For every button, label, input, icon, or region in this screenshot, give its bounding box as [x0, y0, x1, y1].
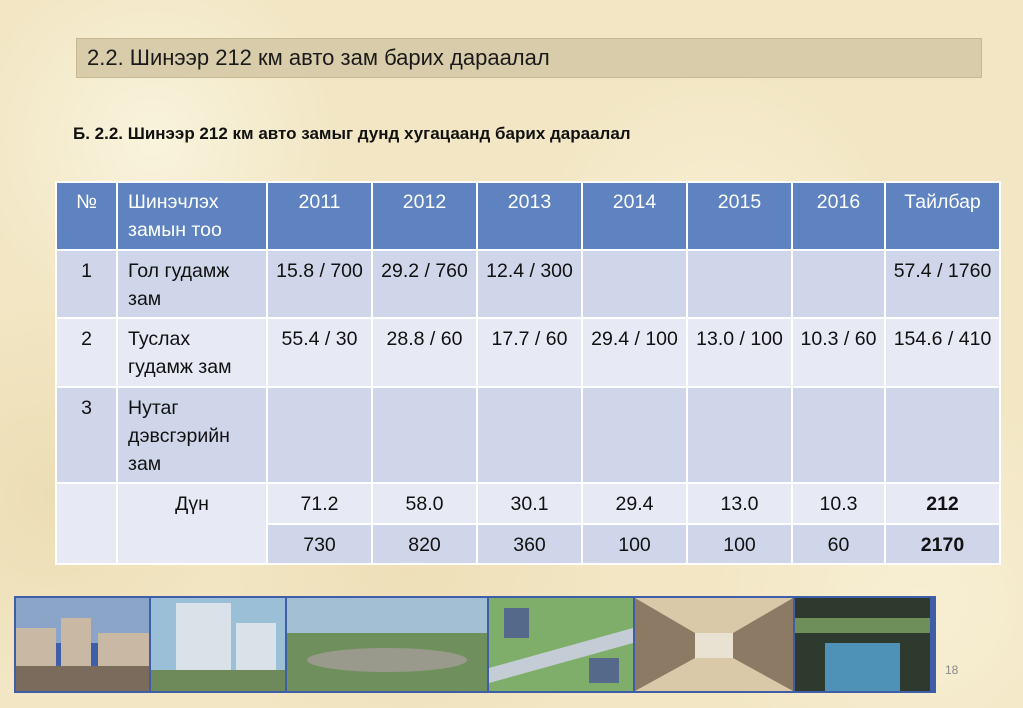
table-cell: [266, 385, 373, 485]
table-cell: 17.7 / 60: [476, 317, 583, 388]
photo-overpass-aerial: [287, 598, 487, 691]
table-cell: 29.4 / 100: [581, 317, 688, 388]
total-count-cell: 100: [581, 522, 688, 565]
table-cell: 15.8 / 700: [266, 248, 373, 320]
total-count-cell: 730: [266, 522, 373, 565]
photo-interchange-render: [489, 598, 633, 691]
photo-underpass-interior: [635, 598, 793, 691]
table-cell: [884, 385, 1001, 485]
table-cell: 10.3 / 60: [791, 317, 886, 388]
header-road-name: Шинэчлэх замын тоо: [116, 181, 268, 251]
total-km-cell: 29.4: [581, 482, 688, 525]
photo-city-street: [16, 598, 149, 691]
table-header-row: № Шинэчлэх замын тоо 2011 2012 2013 2014…: [55, 181, 1001, 251]
total-km-cell: 10.3: [791, 482, 886, 525]
total-count-cell: 820: [371, 522, 478, 565]
total-count-cell: 100: [686, 522, 793, 565]
header-year-2014: 2014: [581, 181, 688, 251]
photo-canal-bridge: [795, 598, 930, 691]
row-road-name: Туслах гудамж зам: [116, 317, 268, 388]
table-row: 2 Туслах гудамж зам 55.4 / 30 28.8 / 60 …: [55, 317, 1001, 388]
grand-total-count: 2170: [884, 522, 1001, 565]
table-cell: 29.2 / 760: [371, 248, 478, 320]
header-number: №: [55, 181, 118, 251]
header-notes: Тайлбар: [884, 181, 1001, 251]
table-cell: [791, 248, 886, 320]
row-road-name: Нутаг дэвсгэрийн зам: [116, 385, 268, 485]
total-count-row: 730 820 360 100 100 60 2170: [56, 522, 1001, 565]
row-number: 3: [55, 385, 118, 485]
road-construction-table: № Шинэчлэх замын тоо 2011 2012 2013 2014…: [55, 181, 1001, 565]
total-km-cell: 30.1: [476, 482, 583, 525]
table-cell: [476, 385, 583, 485]
table-cell: [371, 385, 478, 485]
table-cell: [791, 385, 886, 485]
header-year-2015: 2015: [686, 181, 793, 251]
total-label: Дүн: [116, 482, 268, 565]
table-cell: [686, 248, 793, 320]
table-cell: 154.6 / 410: [884, 317, 1001, 388]
slide-title: 2.2. Шинээр 212 км авто зам барих дараал…: [76, 38, 982, 78]
photo-strip: [14, 596, 936, 693]
total-count-cell: 360: [476, 522, 583, 565]
total-km-cell: 58.0: [371, 482, 478, 525]
header-year-2012: 2012: [371, 181, 478, 251]
photo-building-render: [151, 598, 285, 691]
table-row: 3 Нутаг дэвсгэрийн зам: [55, 385, 1001, 485]
table-cell: [581, 248, 688, 320]
table-cell: 28.8 / 60: [371, 317, 478, 388]
table-cell: 13.0 / 100: [686, 317, 793, 388]
table-caption: Б. 2.2. Шинээр 212 км авто замыг дунд ху…: [73, 124, 631, 143]
header-year-2013: 2013: [476, 181, 583, 251]
header-year-2011: 2011: [266, 181, 373, 251]
table-cell: 55.4 / 30: [266, 317, 373, 388]
total-empty-cell: [55, 482, 118, 565]
slide-title-text: 2.2. Шинээр 212 км авто зам барих дараал…: [87, 45, 550, 70]
table-cell: [581, 385, 688, 485]
page-number: 18: [945, 663, 959, 677]
total-km-row: Дүн 71.2 58.0 30.1 29.4 13.0 10.3 212: [55, 482, 1001, 565]
header-year-2016: 2016: [791, 181, 886, 251]
row-road-name: Гол гудамж зам: [116, 248, 268, 320]
total-km-cell: 13.0: [686, 482, 793, 525]
table-cell: 57.4 / 1760: [884, 248, 1001, 320]
total-km-cell: 71.2: [266, 482, 373, 525]
table-cell: 12.4 / 300: [476, 248, 583, 320]
row-number: 1: [55, 248, 118, 320]
grand-total-km: 212: [884, 482, 1001, 525]
row-number: 2: [55, 317, 118, 388]
table-row: 1 Гол гудамж зам 15.8 / 700 29.2 / 760 1…: [55, 248, 1001, 320]
total-count-cell: 60: [791, 522, 886, 565]
table-cell: [686, 385, 793, 485]
